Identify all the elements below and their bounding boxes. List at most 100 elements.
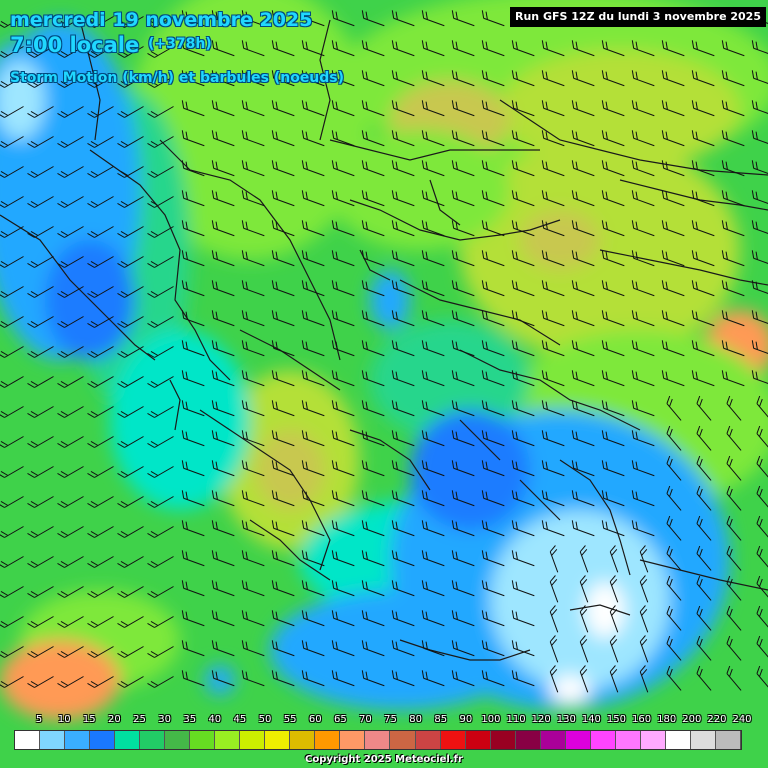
field-patch-cyan: [110, 330, 250, 510]
border-line: [329, 139, 540, 161]
wind-barb: [751, 160, 768, 177]
wind-barb: [241, 70, 265, 87]
wind-barb: [511, 130, 535, 147]
field-patch-light-blue: [490, 510, 670, 690]
wind-barb: [181, 400, 205, 417]
wind-barb: [301, 340, 325, 357]
border-line: [239, 329, 341, 391]
wind-barb: [451, 70, 475, 87]
wind-barb: [721, 250, 745, 267]
wind-barb: [421, 550, 445, 567]
wind-barb: [421, 430, 445, 447]
wind-barb: [511, 490, 535, 507]
legend-tick-label: 240: [732, 714, 752, 725]
wind-barb: [0, 286, 24, 298]
wind-barb: [421, 490, 445, 507]
border-line: [0, 214, 156, 361]
wind-barb: [57, 646, 84, 658]
wind-barb: [0, 46, 24, 58]
wind-barb: [271, 310, 295, 327]
wind-barb: [666, 515, 682, 541]
wind-barb: [756, 605, 768, 631]
wind-barb: [117, 136, 144, 148]
wind-barb: [631, 400, 655, 417]
wind-barb: [211, 460, 235, 477]
wind-barb: [181, 160, 205, 177]
wind-barb: [331, 10, 355, 27]
wind-barb: [301, 640, 325, 657]
legend-tick-label: 35: [183, 714, 197, 725]
border-line: [519, 479, 561, 521]
wind-barb: [271, 130, 295, 147]
wind-barb: [691, 70, 715, 87]
wind-barb: [331, 190, 355, 207]
wind-barb: [211, 10, 235, 27]
legend-tick-label: 80: [409, 714, 422, 725]
wind-barb: [481, 160, 505, 177]
wind-barb: [571, 70, 595, 87]
wind-barb: [511, 280, 535, 297]
wind-barb: [696, 575, 712, 601]
legend-swatch: [115, 731, 141, 749]
wind-barb: [241, 430, 265, 447]
wind-barb: [579, 605, 589, 633]
wind-barb: [421, 610, 445, 627]
wind-barb: [361, 580, 385, 597]
wind-barb: [147, 346, 174, 358]
wind-barb: [181, 550, 205, 567]
legend-swatch: [240, 731, 266, 749]
wind-barb: [271, 610, 295, 627]
wind-barb: [301, 550, 325, 567]
wind-barb: [211, 370, 235, 387]
legend-tick-label: 100: [481, 714, 501, 725]
wind-barb: [271, 10, 295, 27]
wind-barb: [361, 70, 385, 87]
wind-barb: [117, 586, 144, 598]
wind-barb: [117, 406, 144, 418]
wind-barb: [391, 10, 415, 27]
wind-barb: [756, 635, 768, 661]
wind-barb: [331, 340, 355, 357]
wind-barb: [391, 490, 415, 507]
wind-barb: [661, 70, 685, 87]
wind-barb: [666, 485, 682, 511]
wind-barb: [421, 250, 445, 267]
wind-barb: [511, 340, 535, 357]
wind-barb: [511, 550, 535, 567]
wind-barb: [361, 610, 385, 627]
wind-barb: [421, 640, 445, 657]
legend-tick-label: 25: [133, 714, 146, 725]
wind-barb: [451, 400, 475, 417]
wind-barb: [666, 455, 682, 481]
wind-barb: [241, 40, 265, 57]
wind-barb: [0, 196, 24, 208]
wind-barb: [361, 100, 385, 117]
wind-barb: [451, 640, 475, 657]
border-line: [459, 349, 641, 431]
wind-barb: [751, 310, 768, 327]
wind-barb: [549, 665, 559, 693]
wind-barb: [631, 70, 655, 87]
wind-barb: [27, 496, 54, 508]
legend-swatch: [715, 731, 741, 749]
wind-barb: [27, 196, 54, 208]
wind-barb: [181, 340, 205, 357]
wind-barb: [361, 310, 385, 327]
wind-barb: [549, 575, 559, 603]
legend-tick-label: 30: [158, 714, 171, 725]
legend-tick-label: 75: [384, 714, 397, 725]
wind-barb: [451, 610, 475, 627]
wind-barb: [271, 160, 295, 177]
wind-barb: [481, 340, 505, 357]
wind-barb: [451, 160, 475, 177]
wind-barb: [451, 490, 475, 507]
wind-barb: [579, 545, 589, 573]
wind-barb: [181, 670, 205, 687]
wind-barb: [391, 280, 415, 297]
wind-barb: [541, 430, 565, 447]
wind-barb: [301, 400, 325, 417]
wind-barb: [211, 670, 235, 687]
wind-barb: [0, 136, 24, 148]
wind-barb: [451, 10, 475, 27]
wind-barb: [87, 436, 114, 448]
